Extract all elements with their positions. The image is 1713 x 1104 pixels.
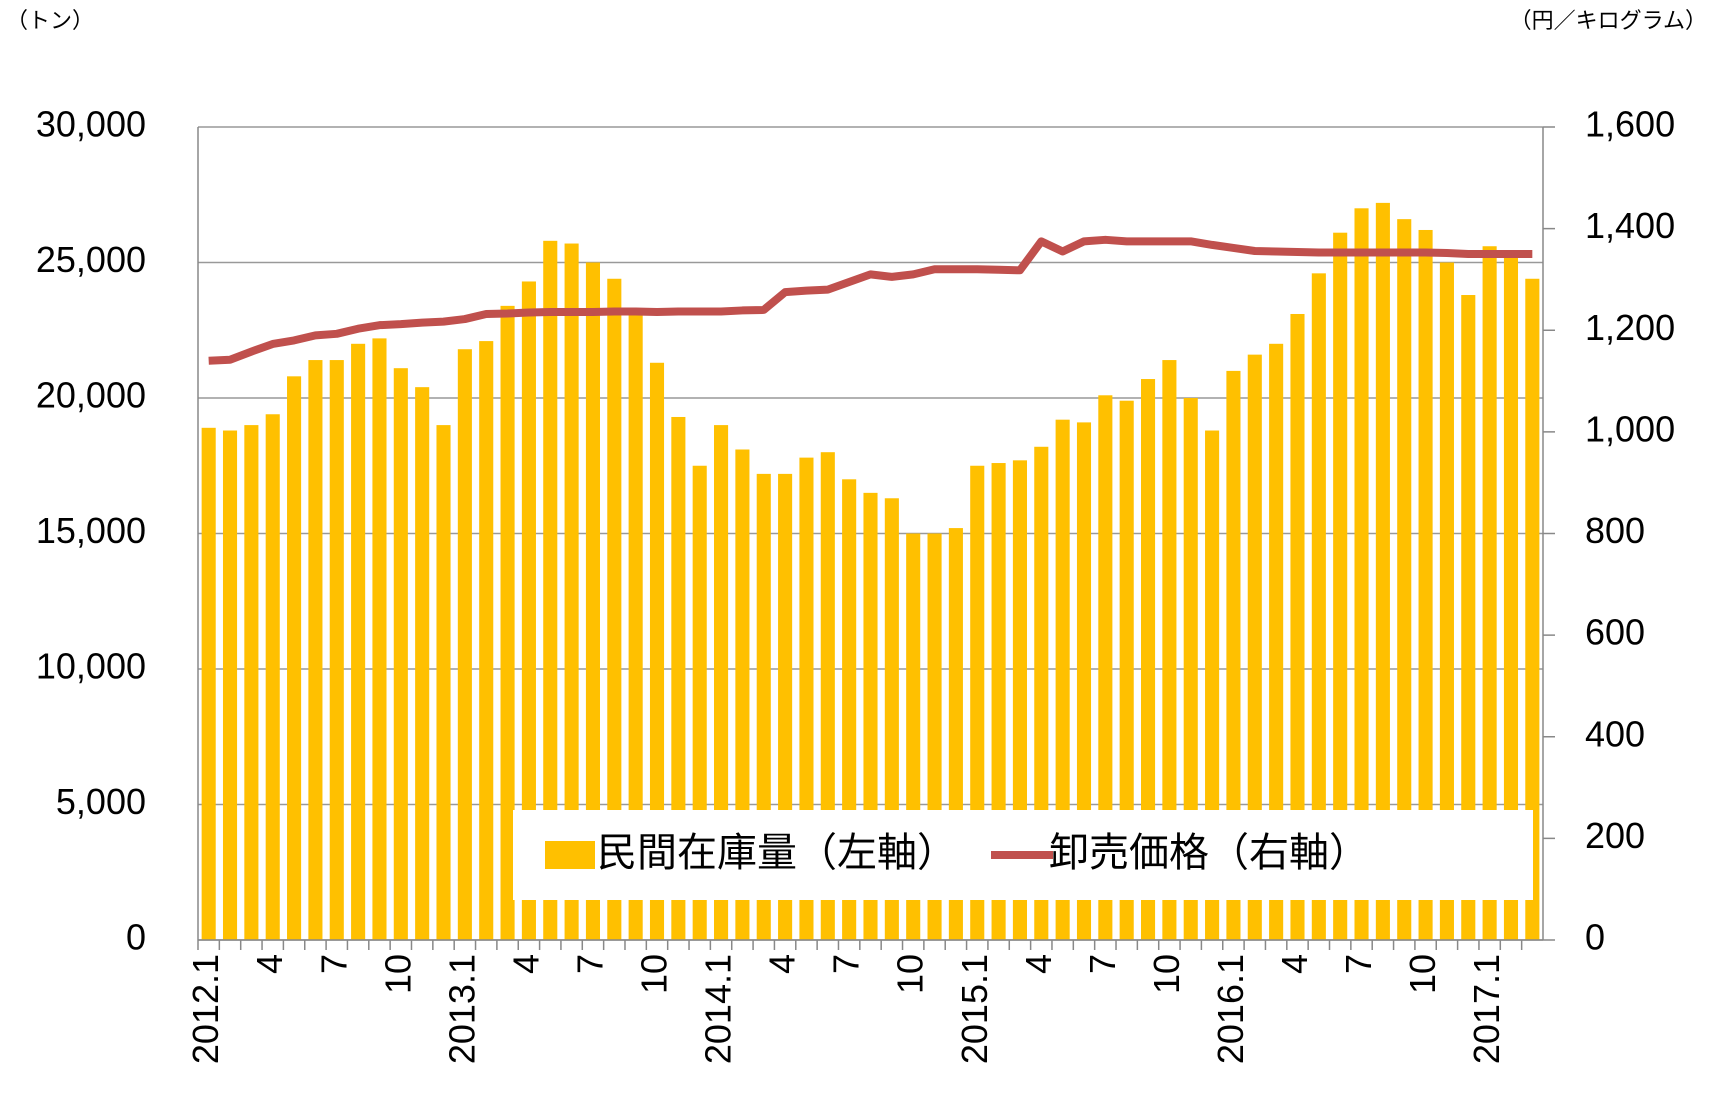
legend: 民間在庫量（左軸） 卸売価格（右軸） [513, 810, 1533, 900]
bar [543, 240, 558, 940]
bar [1333, 232, 1348, 940]
x-tick-label: 7 [569, 954, 610, 974]
bar [1183, 398, 1198, 940]
bar [1525, 278, 1540, 940]
y2-axis-label: （円／キログラム） [1510, 9, 1707, 34]
x-tick-label: 2015.1 [954, 954, 995, 1064]
bar [1098, 395, 1113, 940]
x-tick-label: 10 [634, 954, 675, 994]
bar [265, 414, 280, 940]
bar [1354, 208, 1369, 941]
bar [500, 305, 515, 940]
y2-tick-label: 0 [1585, 917, 1605, 958]
x-tick-label: 4 [1018, 954, 1059, 974]
y-tick-label: 25,000 [36, 239, 146, 280]
bar [671, 416, 686, 941]
bar [457, 349, 472, 941]
x-tick-label: 10 [890, 954, 931, 994]
bar [1247, 354, 1262, 940]
x-tick-label: 4 [249, 954, 290, 974]
y-axis-label: （トン） [6, 9, 94, 34]
bar [415, 387, 430, 940]
bar [329, 360, 344, 940]
bar [1269, 343, 1284, 940]
bar [1439, 262, 1454, 940]
x-tick-label: 7 [1338, 954, 1379, 974]
y-tick-label: 20,000 [36, 375, 146, 416]
bar [521, 281, 536, 941]
bar [1140, 379, 1156, 940]
bar [222, 430, 238, 940]
x-tick-label: 7 [826, 954, 867, 974]
bar [436, 425, 451, 941]
x-tick-label: 4 [1274, 954, 1315, 974]
legend-label: 卸売価格（右軸） [1049, 830, 1369, 876]
bar [1119, 400, 1134, 941]
bar [1311, 273, 1326, 941]
bar [585, 262, 601, 940]
bar [372, 338, 387, 940]
x-tick-label: 7 [1082, 954, 1123, 974]
y2-tick-label: 200 [1585, 815, 1645, 856]
bar [479, 341, 494, 941]
y-tick-label: 15,000 [36, 510, 146, 551]
bar [1482, 246, 1497, 941]
x-tick-label: 10 [377, 954, 418, 994]
bar [1375, 202, 1390, 940]
bar [628, 311, 643, 940]
bar [393, 368, 408, 940]
y2-tick-label: 1,600 [1585, 104, 1675, 145]
x-tick-label: 2014.1 [698, 954, 739, 1064]
bar [201, 427, 216, 940]
x-tick-label: 10 [1146, 954, 1187, 994]
legend-swatch [545, 841, 595, 869]
bar [1461, 295, 1476, 940]
bar [649, 362, 665, 940]
bar [351, 343, 366, 940]
bar [1503, 254, 1519, 940]
y-tick-label: 0 [126, 917, 146, 958]
bar [1055, 419, 1070, 940]
bar [244, 425, 259, 941]
bar [1226, 370, 1241, 940]
line [208, 235, 1533, 365]
bar [1397, 219, 1412, 940]
bar [564, 243, 579, 940]
bar [607, 278, 622, 940]
bar [308, 360, 323, 940]
x-tick-label: 2013.1 [441, 954, 482, 1064]
bar [1162, 360, 1177, 940]
y2-tick-label: 600 [1585, 612, 1645, 653]
x-tick-label: 2012.1 [185, 954, 226, 1064]
x-tick-label: 7 [313, 954, 354, 974]
x-tick-label: 10 [1402, 954, 1443, 994]
x-tick-label: 4 [762, 954, 803, 974]
y2-tick-label: 1,000 [1585, 408, 1675, 449]
y-tick-label: 5,000 [56, 781, 146, 822]
bar [1418, 229, 1433, 941]
y2-tick-label: 800 [1585, 510, 1645, 551]
x-tick-label: 2017.1 [1466, 954, 1507, 1064]
y-tick-label: 10,000 [36, 646, 146, 687]
y2-tick-label: 400 [1585, 713, 1645, 754]
legend-label: 民間在庫量（左軸） [597, 830, 957, 876]
x-tick-label: 2016.1 [1210, 954, 1251, 1064]
bar [287, 376, 302, 940]
y2-tick-label: 1,400 [1585, 205, 1675, 246]
y-tick-label: 30,000 [36, 104, 146, 145]
y2-tick-label: 1,200 [1585, 307, 1675, 348]
bar [1290, 313, 1305, 940]
x-tick-label: 4 [505, 954, 546, 974]
